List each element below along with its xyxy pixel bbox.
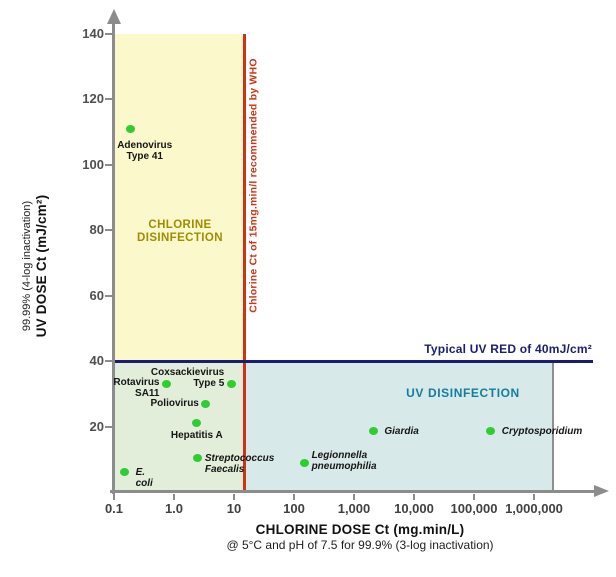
- uv-region-right-boundary-line: [552, 361, 554, 492]
- typical-uv-red-line: [114, 359, 593, 363]
- point-streptococcus-faecalis-label: Streptococcus Faecalis: [204, 452, 275, 475]
- uv-disinfection-region: [244, 361, 553, 492]
- x-tick-mark: [353, 494, 355, 500]
- y-tick-label: 40: [89, 353, 104, 369]
- x-tick-mark: [113, 494, 115, 500]
- y-axis-line: [112, 22, 115, 494]
- y-tick-label: 60: [89, 287, 104, 303]
- x-tick-mark: [473, 494, 475, 500]
- y-tick-label: 140: [82, 26, 104, 41]
- x-tick-mark: [413, 494, 415, 500]
- typical-uv-red-line-label: Typical UV RED of 40mJ/cm²: [424, 342, 592, 356]
- y-tick-mark: [105, 163, 112, 166]
- chlorine-disinfection-region: [114, 34, 245, 362]
- point-poliovirus-label: Poliovirus: [150, 398, 199, 410]
- x-tick-label: 1,000: [337, 501, 371, 516]
- point-poliovirus-dot: [201, 399, 211, 408]
- x-tick-label: 1,000,000: [505, 501, 563, 516]
- point-coxsackievirus-type-5-label: Coxsackievirus Type 5: [150, 367, 225, 390]
- x-tick-label: 1.0: [164, 501, 184, 516]
- point-hepatitis-a-dot: [192, 419, 202, 428]
- x-axis-title: CHLORINE DOSE Ct (mg.min/L) @ 5°C and pH…: [150, 522, 570, 552]
- who-chlorine-ct-line: [243, 34, 247, 492]
- y-tick-mark: [105, 229, 112, 232]
- x-tick-mark: [293, 494, 295, 500]
- y-tick-mark: [105, 33, 112, 35]
- point-e-coli-dot: [120, 468, 130, 477]
- y-tick-label: 120: [82, 91, 104, 107]
- x-tick-mark: [533, 494, 535, 500]
- point-e-coli-label: E. coli: [135, 466, 153, 489]
- point-cryptosporidium-dot: [486, 427, 496, 436]
- y-tick-label: 20: [89, 418, 104, 434]
- uv-disinfection-region-title: UV DISINFECTION: [406, 386, 520, 400]
- y-tick-mark: [105, 360, 112, 363]
- point-cryptosporidium-label: Cryptosporidium: [501, 425, 583, 437]
- x-axis-note: @ 5°C and pH of 7.5 for 99.9% (3-log ina…: [226, 538, 494, 552]
- y-tick-mark: [105, 98, 112, 101]
- point-rotavirus-sa11-dot: [162, 380, 171, 389]
- overlap-region: [114, 361, 245, 492]
- y-axis-note: 99.99% (4-log inactivation): [21, 200, 33, 332]
- point-coxsackievirus-type-5-dot: [226, 380, 236, 389]
- point-adenovirus-type-41-dot: [126, 124, 136, 133]
- y-tick-label: 80: [89, 222, 104, 238]
- chlorine-disinfection-region-title: CHLORINE DISINFECTION: [137, 219, 223, 244]
- x-tick-mark: [233, 494, 235, 500]
- y-tick-mark: [105, 294, 112, 297]
- point-giardia-dot: [368, 427, 378, 436]
- y-axis-title: 99.99% (4-log inactivation) UV DOSE Ct (…: [21, 116, 55, 416]
- point-adenovirus-type-41-label: Adenovirus Type 41: [117, 139, 173, 162]
- x-axis-arrowhead-icon: [594, 485, 609, 497]
- who-chlorine-ct-line-label: Chlorine Ct of 15mg.min/l recommended by…: [247, 58, 260, 313]
- x-tick-label: 10: [226, 501, 242, 516]
- x-tick-label: 10,000: [394, 501, 434, 516]
- y-axis-title-text: UV DOSE Ct (mJ/cm²): [34, 194, 49, 338]
- point-giardia-label: Giardia: [384, 425, 419, 437]
- y-tick-mark: [105, 425, 112, 428]
- x-tick-label: 0.1: [104, 501, 124, 516]
- point-rotavirus-sa11-label: Rotavirus SA11: [113, 377, 160, 400]
- x-axis-title-text: CHLORINE DOSE Ct (mg.min/L): [255, 522, 465, 537]
- x-tick-label: 100: [283, 501, 305, 516]
- x-tick-label: 100,000: [450, 501, 498, 516]
- point-legionnella-pneumophilia-label: Legionnella pneumophilia: [311, 449, 377, 472]
- x-axis-line: [110, 490, 596, 493]
- x-tick-mark: [173, 494, 175, 500]
- point-hepatitis-a-label: Hepatitis A: [170, 430, 223, 442]
- y-tick-label: 100: [82, 156, 104, 172]
- y-axis-arrowhead-icon: [107, 9, 121, 24]
- point-streptococcus-faecalis-dot: [193, 453, 203, 462]
- point-legionnella-pneumophilia-dot: [300, 458, 310, 467]
